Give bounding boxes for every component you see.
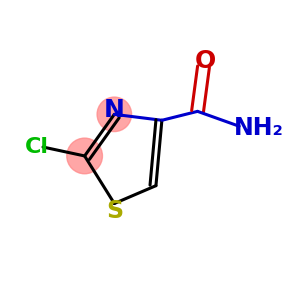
Text: Cl: Cl	[25, 137, 49, 157]
Text: O: O	[194, 49, 216, 73]
Text: S: S	[106, 199, 123, 223]
Circle shape	[67, 138, 102, 174]
Text: N: N	[104, 98, 125, 122]
Circle shape	[97, 97, 132, 132]
Text: NH₂: NH₂	[233, 116, 284, 140]
